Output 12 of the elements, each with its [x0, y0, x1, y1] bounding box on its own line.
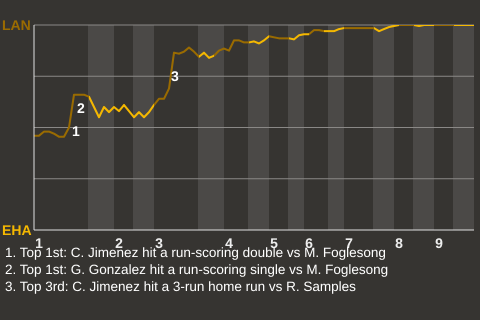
text: 3. Top 3rd: C. Jimenez hit a 3-run home run vs R. Samples [5, 278, 357, 295]
x-tick-label: 2 [115, 234, 124, 251]
annotation: 3 [171, 67, 179, 85]
x-tick-label: 4 [225, 234, 234, 251]
x-tick-label: 9 [435, 234, 444, 251]
x-tick-label: 8 [395, 234, 404, 251]
annotation: 2 [77, 99, 85, 117]
x-tick-label: 3 [155, 234, 164, 251]
text: LAN [2, 16, 31, 34]
text: 2. Top 1st: G. Gonzalez hit a run-scoring single vs M. Foglesong [5, 261, 388, 278]
text: EHA [2, 221, 32, 239]
annotation: 1 [72, 122, 80, 140]
